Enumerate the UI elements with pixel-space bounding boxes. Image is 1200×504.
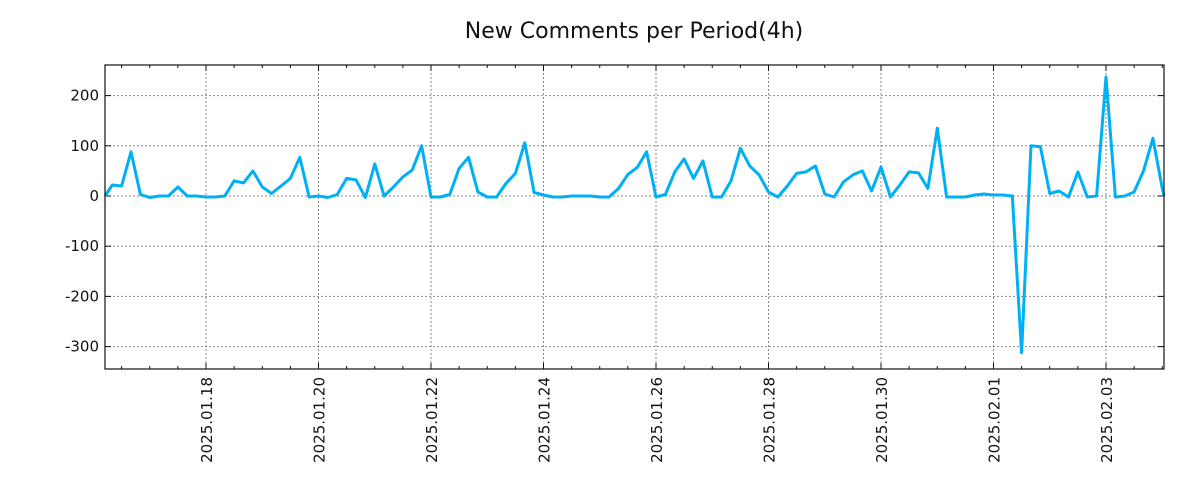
x-tick-label: 2025.01.22	[423, 377, 441, 463]
y-tick-label: -200	[65, 287, 99, 305]
x-tick-label: 2025.01.28	[761, 377, 779, 463]
x-tick-label: 2025.01.26	[648, 377, 666, 463]
series-layer	[105, 77, 1164, 353]
y-tick-label: 0	[89, 187, 99, 205]
axis-ticks: 2025.01.18 2025.01.20 2025.01.22 2025.01.24…	[65, 65, 1164, 463]
y-tick-label: 100	[70, 137, 99, 155]
x-tick-label: 2025.01.30	[873, 377, 891, 463]
chart-title: New Comments per Period(4h)	[465, 19, 803, 44]
grid	[105, 65, 1164, 369]
x-tick-label: 2025.01.20	[311, 377, 329, 463]
plot-frame	[105, 65, 1164, 369]
x-tick-label: 2025.02.03	[1098, 377, 1116, 463]
y-tick-label: -100	[65, 237, 99, 255]
x-tick-label: 2025.01.24	[536, 377, 554, 463]
x-tick-label: 2025.02.01	[986, 377, 1004, 463]
y-tick-label: 200	[70, 87, 99, 105]
series-line	[105, 77, 1164, 353]
y-tick-label: -300	[65, 338, 99, 356]
x-tick-label: 2025.01.18	[198, 377, 216, 463]
